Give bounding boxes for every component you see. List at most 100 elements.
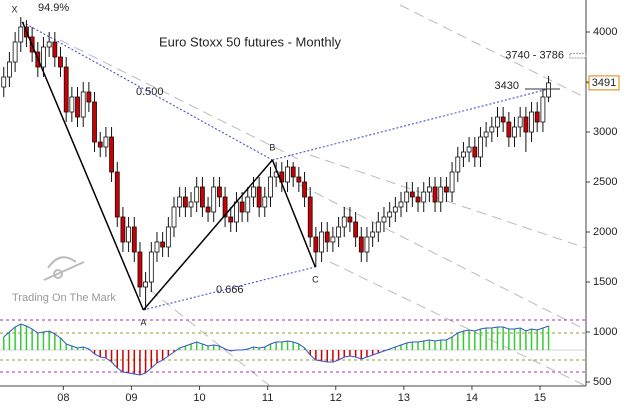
candle-body [358, 236, 364, 253]
watermark: Trading On The Mark [12, 292, 116, 304]
x-tick-label: 11 [262, 392, 273, 404]
candle-body [188, 201, 194, 208]
oscillator [0, 319, 586, 376]
candle-body [529, 111, 534, 133]
x-tick-label: 14 [466, 392, 478, 404]
candle-body [461, 151, 466, 158]
candle-body [392, 206, 398, 213]
last-price-label: 3491 [592, 77, 616, 89]
candle-body [148, 251, 154, 283]
candle-body [512, 126, 517, 138]
pattern-leg [271, 159, 317, 268]
candle-body [546, 82, 551, 98]
candle-body [426, 186, 432, 193]
logo-bow [47, 256, 77, 269]
candle-body [171, 206, 177, 228]
channel-line [399, 4, 587, 99]
candle-body [211, 186, 217, 213]
candle-body [217, 186, 222, 198]
candle-body [12, 41, 18, 63]
candle-body [228, 216, 234, 223]
candle-body [466, 146, 472, 153]
candle-body [239, 201, 245, 213]
candle-body [500, 116, 506, 123]
candle-body [409, 191, 415, 198]
pattern-label: A [140, 317, 146, 327]
logo-head [53, 269, 63, 279]
candle-body [86, 91, 92, 103]
candle-body [256, 186, 262, 208]
candle-body [432, 186, 438, 203]
candle-body [160, 241, 166, 248]
candle-body [517, 116, 523, 128]
x-tick-label: 12 [330, 392, 342, 404]
candle-body [177, 196, 183, 208]
candle-body [302, 181, 307, 198]
candle-body [319, 231, 324, 253]
candle-body [97, 141, 103, 148]
candle-body [92, 101, 97, 143]
annotation: 0.666 [216, 284, 244, 296]
x-tick-label: 08 [57, 392, 69, 404]
candle-body [364, 236, 370, 253]
y-tick-label: 2500 [593, 176, 617, 188]
candle-body [114, 171, 120, 218]
pattern-leg [142, 159, 273, 311]
candle-body [523, 116, 529, 133]
candle-body [336, 226, 342, 238]
candle-body [455, 156, 461, 173]
logo-arrow [43, 261, 85, 281]
ratio-line [143, 266, 316, 311]
channel-line [309, 154, 587, 249]
y-tick-label: 1000 [593, 326, 617, 338]
pattern-label: X [11, 4, 17, 14]
candle-body [165, 226, 171, 248]
candle-body [398, 201, 404, 208]
candle-body [387, 211, 393, 218]
candle-body [75, 96, 80, 118]
channel-line [149, 289, 271, 387]
candle-body [415, 196, 421, 203]
candle-body [421, 191, 427, 203]
candle-body [534, 111, 540, 123]
x-tick-label: 10 [193, 392, 205, 404]
candle-body [80, 91, 86, 118]
candle-body [251, 186, 256, 198]
candle-body [495, 116, 500, 128]
candle-body [341, 216, 347, 228]
candle-body [109, 136, 114, 173]
candle-body [444, 186, 449, 193]
last-price-box [588, 75, 620, 91]
ratio-line [22, 21, 273, 161]
candle-body [375, 221, 381, 233]
candle-body [540, 96, 546, 123]
candle-body [268, 176, 273, 198]
candle-body [234, 201, 239, 223]
candle-body [353, 221, 359, 238]
candle-body [285, 166, 290, 183]
candle-body [52, 41, 58, 58]
candle-body [478, 136, 483, 158]
candle-body [324, 231, 330, 243]
candle-body [489, 126, 495, 133]
candle-body [381, 216, 387, 223]
candle-body [1, 76, 7, 88]
candle-body [63, 66, 69, 113]
oscillator-line [3, 323, 549, 376]
candle-body [137, 251, 143, 288]
y-tick-label: 3000 [593, 126, 617, 138]
y-tick-label: 4000 [593, 26, 617, 38]
x-tick-label: 15 [534, 392, 546, 404]
candle-body [449, 171, 455, 193]
pattern-leg [21, 21, 145, 311]
candle-body [245, 196, 251, 213]
target-zone [569, 52, 587, 59]
candle-body [143, 281, 149, 288]
channel-lines [59, 4, 587, 387]
candle-body [18, 26, 24, 43]
candle-body [126, 226, 131, 243]
target-zone-label: 3740 - 3786 [505, 50, 564, 62]
